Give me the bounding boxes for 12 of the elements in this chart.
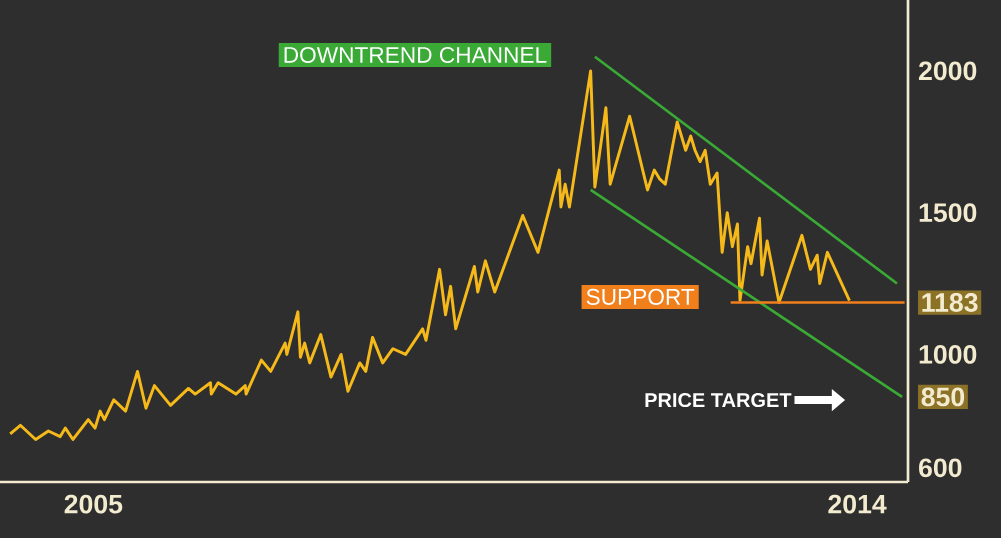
annotation: PRICE TARGET (645, 392, 792, 408)
y-tick-label: 1000 (919, 344, 977, 364)
line-series (8, 69, 851, 441)
y-tick-label: 1500 (919, 203, 977, 223)
x-tick-label: 2014 (828, 494, 887, 514)
y-tick-label: 600 (919, 458, 962, 478)
y-tick-label: 850 (921, 387, 965, 407)
annotation: SUPPORT (586, 288, 695, 305)
annotation: DOWNTREND CHANNEL (284, 46, 547, 63)
x-tick-label: 2005 (64, 494, 123, 514)
y-tick-label: 1183 (922, 293, 978, 312)
y-tick-label: 2000 (918, 61, 977, 81)
